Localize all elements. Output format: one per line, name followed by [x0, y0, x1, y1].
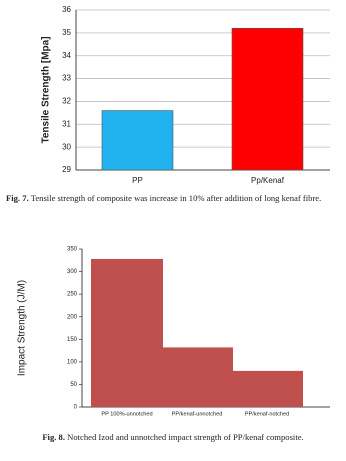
- bar: [101, 110, 174, 171]
- y-tick-label: 150: [67, 337, 78, 343]
- y-tick-label: 200: [67, 314, 78, 320]
- bar: [91, 258, 163, 407]
- caption-text: Tensile strength of composite was increa…: [30, 193, 322, 203]
- chart: 0 50 100 150 200 250 300 350 Impact Strength (J/…: [17, 247, 330, 417]
- y-tick-label: 32: [62, 97, 71, 106]
- y-tick-label: 250: [67, 292, 78, 298]
- y-axis-label: Impact Strength (J/M): [17, 280, 28, 376]
- caption-text: Notched Izod and unnotched impact streng…: [67, 432, 304, 442]
- y-tick-label: 50: [70, 382, 77, 388]
- y-tick-label: 30: [62, 142, 71, 151]
- y-tick-label: 33: [62, 74, 71, 83]
- y-tick-label: 350: [67, 247, 78, 253]
- caption: Fig. 7. Tensile strength of composite wa…: [6, 193, 340, 204]
- y-tick-label: 300: [67, 269, 78, 275]
- x-tick-label: PP/kenaf-unnotched: [172, 411, 223, 417]
- y-axis-label: Tensile Strength [Mpa]: [41, 36, 52, 143]
- caption-label: Fig. 7.: [6, 193, 29, 203]
- y-tick-label: 31: [62, 119, 71, 128]
- chart: 29 30 31 32 33 34 35 36 Tensile Strength [Mpa] PP…: [41, 5, 330, 185]
- y-tick-label: 35: [62, 28, 71, 37]
- x-tick-label: PP 100%-unnotched: [101, 411, 152, 417]
- y-tick-label: 0: [74, 405, 78, 411]
- bar: [161, 347, 233, 407]
- bar: [231, 27, 304, 171]
- y-tick-label: 29: [62, 165, 71, 174]
- x-tick-label: PP: [132, 176, 143, 185]
- y-tick-label: 100: [67, 359, 78, 365]
- caption: Fig. 8. Notched Izod and unnotched impac…: [6, 432, 340, 443]
- caption-label: Fig. 8.: [42, 432, 65, 442]
- bar: [231, 370, 303, 407]
- y-tick-label: 34: [62, 51, 71, 60]
- x-tick-label: Pp/Kenaf: [251, 176, 285, 185]
- y-tick-label: 36: [62, 5, 71, 14]
- x-tick-label: PP/kenaf-notched: [245, 411, 289, 417]
